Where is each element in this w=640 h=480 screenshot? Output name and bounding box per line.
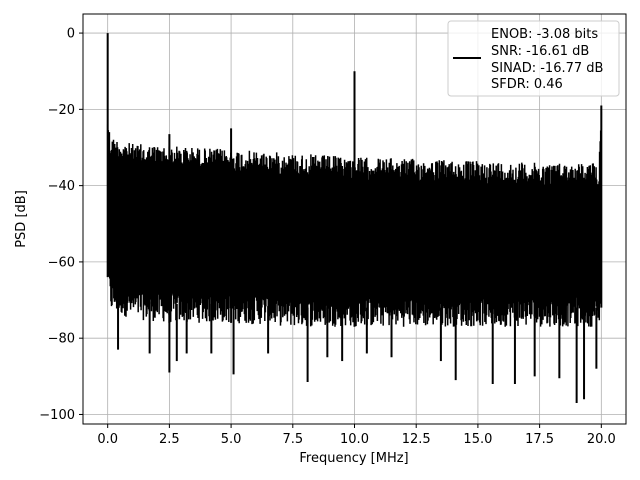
x-axis-label: Frequency [MHz]: [299, 451, 408, 466]
x-tick-label: 12.5: [402, 432, 431, 447]
y-tick-label: 0: [67, 27, 75, 42]
x-axis-ticks: 0.0 2.5 5.0 7.5 10.0 12.5 15.0 17.5 20.0: [97, 424, 616, 447]
x-tick-label: 10.0: [340, 432, 369, 447]
x-tick-label: 17.5: [525, 432, 554, 447]
y-tick-label: −80: [48, 332, 75, 347]
legend-entry-sfdr: SFDR: 0.46: [491, 77, 563, 92]
x-tick-label: 7.5: [282, 432, 303, 447]
y-axis-label: PSD [dB]: [14, 190, 29, 248]
x-tick-label: 0.0: [97, 432, 118, 447]
legend-box: [447, 20, 620, 97]
y-tick-label: −60: [48, 255, 75, 270]
psd-series: [106, 33, 603, 404]
x-tick-label: 2.5: [159, 432, 180, 447]
y-tick-label: −100: [39, 408, 75, 423]
y-tick-label: −20: [48, 103, 75, 118]
x-tick-label: 5.0: [221, 432, 242, 447]
x-tick-label: 20.0: [587, 432, 616, 447]
legend-entry-enob: ENOB: -3.08 bits: [491, 27, 598, 42]
legend-entry-sinad: SINAD: -16.77 dB: [491, 61, 603, 76]
legend: ENOB: -3.08 bits SNR: -16.61 dB SINAD: -…: [447, 20, 620, 97]
x-tick-label: 15.0: [463, 432, 492, 447]
legend-entry-snr: SNR: -16.61 dB: [491, 44, 589, 59]
plot-series-group: [106, 33, 603, 404]
y-axis-ticks: 0 −20 −40 −60 −80 −100: [39, 27, 83, 423]
y-tick-label: −40: [48, 179, 75, 194]
